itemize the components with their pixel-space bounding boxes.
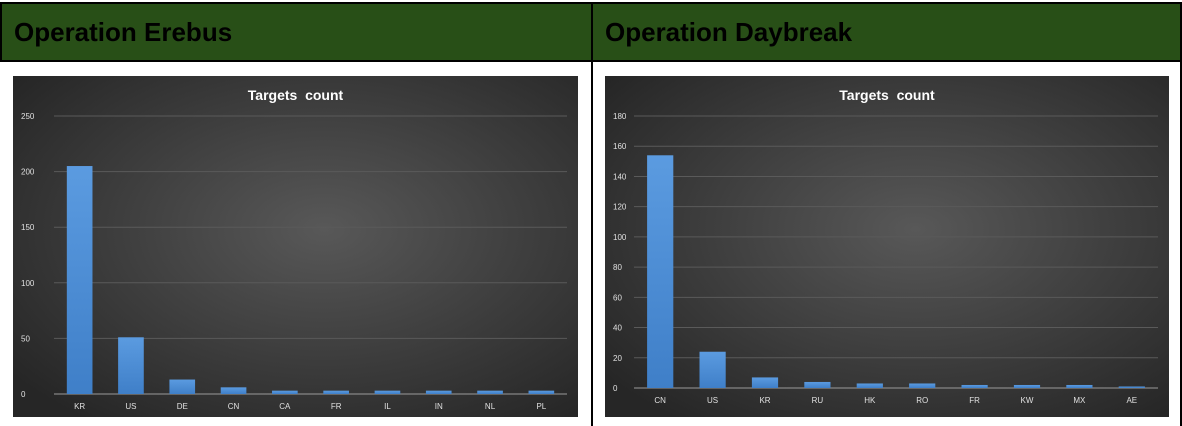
bar-nl bbox=[477, 390, 503, 394]
x-tick-label: FR bbox=[331, 402, 342, 411]
x-tick-label: IN bbox=[435, 402, 443, 411]
chart-background bbox=[605, 76, 1169, 417]
y-tick-label: 140 bbox=[613, 172, 627, 181]
bar-in bbox=[425, 390, 452, 394]
header-cell-right: Operation Daybreak bbox=[591, 2, 1182, 62]
bar-cn bbox=[220, 387, 247, 394]
bar-hk bbox=[856, 383, 883, 388]
x-tick-label: PL bbox=[536, 402, 546, 411]
chart-container-daybreak: Targets count 0 20 40 60 80 100 120 140 160 180 CN U… bbox=[605, 76, 1169, 417]
x-tick-label: CA bbox=[279, 402, 291, 411]
bar-fr bbox=[323, 390, 349, 394]
bar-chart-erebus: Targets count 0 50 100 150 200 250 KR US DE CN CA FR… bbox=[13, 76, 578, 417]
y-tick-label: 0 bbox=[613, 384, 618, 393]
right-border bbox=[1180, 2, 1182, 426]
x-tick-label: CN bbox=[654, 396, 666, 405]
bar-il bbox=[374, 390, 401, 394]
x-tick-label: RU bbox=[812, 396, 824, 405]
bar-ae bbox=[1118, 386, 1145, 388]
y-tick-label: 50 bbox=[21, 334, 30, 343]
x-tick-label: KR bbox=[759, 396, 770, 405]
bar-us bbox=[118, 337, 144, 394]
column-divider bbox=[591, 2, 593, 426]
x-tick-label: KR bbox=[74, 402, 85, 411]
x-tick-label: US bbox=[125, 402, 136, 411]
chart-title: Targets count bbox=[839, 87, 935, 103]
y-tick-label: 100 bbox=[613, 233, 627, 242]
bar-kr bbox=[751, 377, 779, 388]
x-tick-label: MX bbox=[1073, 396, 1086, 405]
y-tick-label: 20 bbox=[613, 354, 622, 363]
y-tick-label: 40 bbox=[613, 324, 622, 333]
x-tick-label: DE bbox=[177, 402, 188, 411]
bar-cn bbox=[647, 155, 674, 388]
bar-fr bbox=[961, 384, 988, 388]
x-tick-label: FR bbox=[969, 396, 980, 405]
y-tick-label: 0 bbox=[21, 390, 26, 399]
x-tick-label: US bbox=[707, 396, 718, 405]
chart-title: Targets count bbox=[248, 87, 344, 103]
header-cell-left: Operation Erebus bbox=[0, 2, 593, 62]
x-tick-label: CN bbox=[228, 402, 240, 411]
bar-chart-daybreak: Targets count 0 20 40 60 80 100 120 140 160 180 CN U… bbox=[605, 76, 1169, 417]
bar-ro bbox=[909, 383, 936, 388]
y-tick-label: 100 bbox=[21, 279, 35, 288]
bar-ca bbox=[272, 390, 298, 394]
y-tick-label: 60 bbox=[613, 293, 622, 302]
bar-ru bbox=[804, 381, 831, 388]
x-tick-label: HK bbox=[864, 396, 876, 405]
x-tick-label: KW bbox=[1021, 396, 1034, 405]
x-tick-label: RO bbox=[916, 396, 928, 405]
bar-de bbox=[169, 379, 196, 394]
panel-heading-right: Operation Daybreak bbox=[605, 16, 853, 47]
x-tick-label: NL bbox=[485, 402, 496, 411]
y-tick-label: 120 bbox=[613, 203, 627, 212]
bar-mx bbox=[1066, 384, 1093, 388]
chart-background bbox=[13, 76, 578, 417]
y-tick-label: 200 bbox=[21, 168, 35, 177]
bar-us bbox=[699, 351, 726, 388]
x-tick-label: AE bbox=[1126, 396, 1137, 405]
bar-kw bbox=[1013, 384, 1041, 388]
y-tick-label: 80 bbox=[613, 263, 622, 272]
panel-heading-left: Operation Erebus bbox=[14, 16, 233, 47]
y-tick-label: 180 bbox=[613, 112, 627, 121]
y-tick-label: 250 bbox=[21, 112, 35, 121]
y-tick-label: 150 bbox=[21, 223, 35, 232]
chart-container-erebus: Targets count 0 50 100 150 200 250 KR US DE CN CA FR… bbox=[13, 76, 578, 417]
x-tick-label: IL bbox=[384, 402, 391, 411]
bar-kr bbox=[66, 166, 93, 394]
bar-pl bbox=[528, 390, 555, 394]
y-tick-label: 160 bbox=[613, 142, 627, 151]
